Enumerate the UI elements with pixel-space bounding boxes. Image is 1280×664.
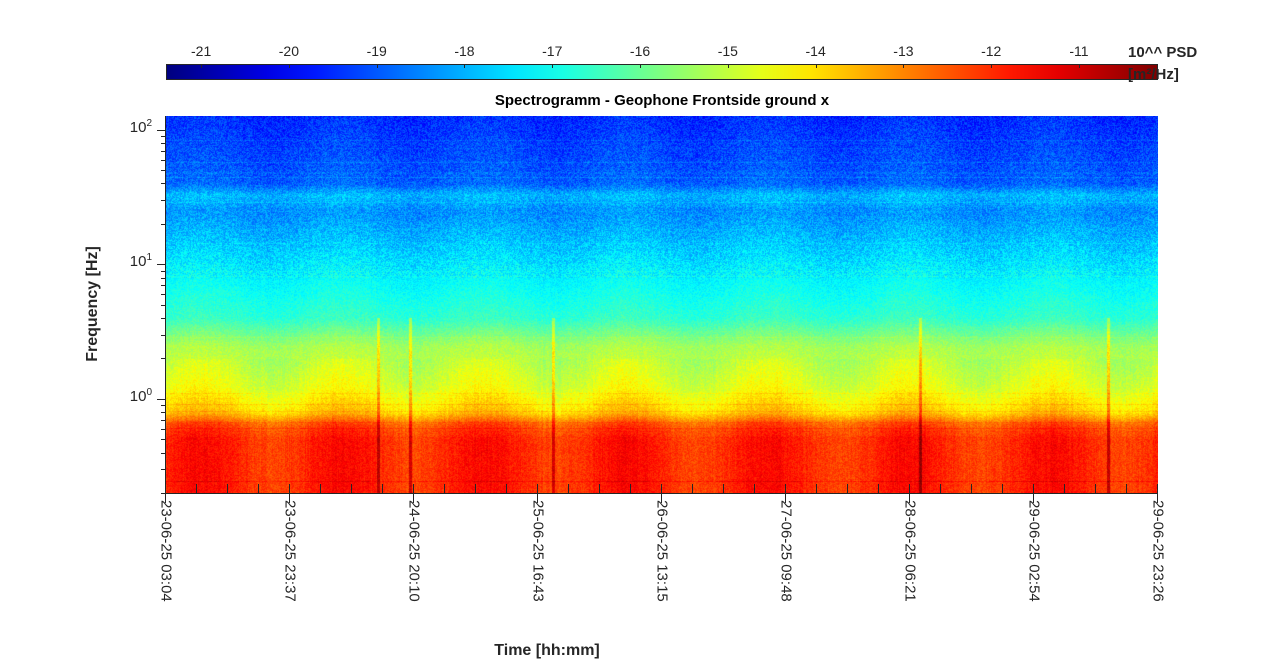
x-tick-label: 26-06-25 13:15 [653,500,671,602]
colorbar-tick-label: -15 [717,43,738,59]
colorbar-tick [903,64,905,68]
x-axis-title: Time [hh:mm] [494,642,600,659]
y-tick-label: 101 [102,252,152,270]
x-tick-label: 23-06-25 03:04 [157,500,175,602]
y-tick-exponent: 0 [146,386,152,398]
x-tick-label: 29-06-25 23:26 [1149,500,1167,602]
x-tick-label: 29-06-25 02:54 [1025,500,1043,602]
spectrogram-image [166,116,1158,493]
colorbar-tick [288,64,290,68]
colorbar-tick [815,64,817,68]
y-axis-title: Frequency [Hz] [84,246,101,362]
colorbar-tick [1078,64,1080,68]
x-tick-label: 24-06-25 20:10 [405,500,423,602]
colorbar-label-line1: 10^^ PSD [1128,44,1198,61]
y-tick-label: 100 [102,387,152,405]
colorbar [166,64,1158,80]
y-tick-base: 10 [129,253,147,271]
colorbar-tick [464,64,466,68]
colorbar-tick [991,64,993,68]
x-tick-label: 28-06-25 06:21 [901,500,919,602]
colorbar-tick-label: -16 [629,43,651,59]
chart-title: Spectrogramm - Geophone Frontside ground… [494,92,830,109]
colorbar-tick [640,64,642,68]
colorbar-tick [201,64,203,68]
colorbar-tick-label: -21 [190,43,212,59]
colorbar-label-line2: [m²/Hz] [1128,66,1179,83]
y-tick-label: 102 [102,118,152,136]
x-tick-label: 23-06-25 23:37 [281,500,299,602]
y-tick-base: 10 [129,387,147,405]
colorbar-tick [727,64,729,68]
colorbar-tick-label: -18 [454,43,475,59]
colorbar-tick-label: -13 [893,43,914,59]
colorbar-tick-label: -20 [278,43,300,59]
y-tick-exponent: 1 [146,252,152,264]
colorbar-tick-label: -12 [981,43,1002,59]
colorbar-tick-label: -11 [1069,43,1089,59]
colorbar-tick [376,64,378,68]
colorbar-tick [552,64,554,68]
colorbar-label: 10^^ PSD [m²/Hz] [1128,42,1197,86]
x-tick-label: 25-06-25 16:43 [529,500,547,602]
x-tick-label: 27-06-25 09:48 [777,500,795,602]
y-tick-base: 10 [129,118,147,136]
colorbar-tick-label: -14 [805,43,826,59]
colorbar-tick-label: -19 [366,43,387,59]
colorbar-tick-label: -17 [542,43,563,59]
y-tick-exponent: 2 [146,117,152,129]
